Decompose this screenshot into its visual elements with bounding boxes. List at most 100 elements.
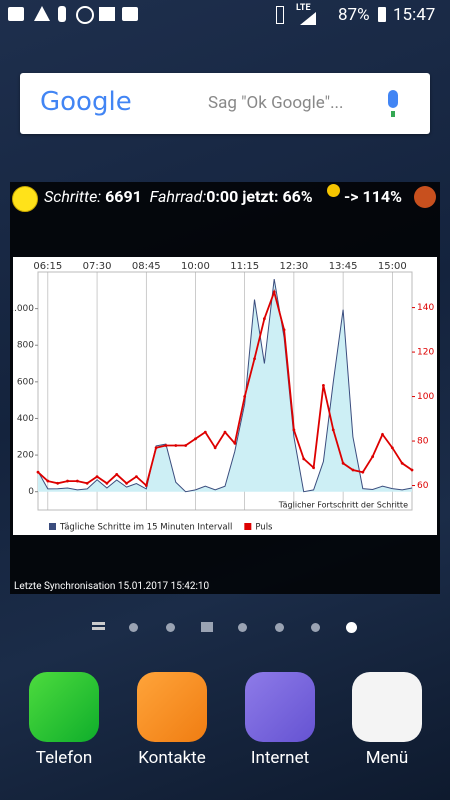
sync-info: Letzte Synchronisation 15.01.2017 15:42:… [14, 581, 210, 592]
y-tick-label: 600 [17, 377, 34, 387]
y-tick-label: 1.000 [13, 304, 34, 314]
network-type: LTE [296, 3, 311, 13]
pulse-point [174, 444, 178, 447]
signal-icon [300, 12, 316, 25]
page-dot [311, 623, 320, 632]
y-tick-label: 800 [17, 341, 34, 351]
chart: 06:15 07:30 08:45 10:00 11:15 12:30 13:45 15:00… [13, 257, 437, 535]
steps-label: Schritte: [44, 187, 102, 206]
legend-label: Tägliche Schritte im 15 Minuten Interval… [59, 523, 232, 533]
pulse-point [95, 475, 99, 479]
bike-value: 0:00 [206, 187, 239, 206]
page-dot [166, 623, 175, 632]
y2-tick-label: 80 [417, 437, 429, 447]
pulse-point [282, 328, 286, 332]
x-tick-label: 08:45 [132, 261, 161, 272]
app-label[interactable]: Kontakte [138, 748, 206, 768]
pulse-point [184, 444, 188, 447]
home-page-indicator [201, 622, 213, 632]
pulse-point [243, 395, 247, 398]
bike-label: Fahrrad: [149, 187, 207, 206]
pulse-point [312, 466, 315, 470]
x-tick-label: 07:30 [83, 261, 112, 272]
pulse-point [302, 457, 306, 461]
pulse-point [292, 428, 296, 432]
pulse-point [36, 470, 40, 474]
sync-icon [76, 6, 94, 24]
battery-percent: 87% [338, 5, 370, 25]
search-hint: Sag "Ok Google"... [208, 93, 344, 113]
y-tick-label: 400 [17, 414, 34, 424]
y-tick-label: 0 [28, 487, 34, 497]
x-tick-label: 15:00 [378, 261, 407, 272]
pulse-point [223, 430, 227, 434]
app-label[interactable]: Internet [250, 748, 310, 768]
app-label[interactable]: Menü [365, 748, 409, 768]
pulse-point [56, 481, 60, 485]
pulse-point [272, 290, 276, 294]
pulse-point [233, 441, 237, 445]
mic-stand [391, 111, 395, 117]
menu-app[interactable] [352, 672, 422, 742]
current-percent: jetzt: 66% [242, 187, 313, 206]
pulse-point [213, 446, 217, 450]
bag-icon [122, 7, 138, 21]
pulse-point [135, 475, 138, 479]
pulse-point [262, 317, 266, 321]
pulse-point [341, 461, 345, 465]
x-tick-label: 11:15 [230, 261, 259, 272]
info-icon[interactable] [327, 184, 340, 197]
series-area [38, 279, 412, 492]
phone-app[interactable] [29, 672, 99, 742]
y2-tick-label: 120 [417, 348, 434, 358]
pulse-point [154, 446, 158, 450]
pulse-point [371, 455, 375, 459]
page-dot [238, 623, 247, 632]
x-tick-label: 12:30 [279, 261, 308, 272]
page-dot [129, 623, 138, 632]
series-line [37, 279, 413, 493]
chart-annotation: Täglicher Fortschritt der Schritte [278, 501, 408, 510]
search-bar[interactable]: Google Sag "Ok Google"... [20, 73, 430, 134]
pulse-point [331, 428, 335, 432]
pulse-point [410, 468, 414, 472]
pulse-point [203, 430, 207, 434]
steps-value: 6691 [105, 187, 142, 206]
clock: 15:47 [393, 5, 436, 25]
contacts-app[interactable] [137, 672, 207, 742]
y2-tick-label: 100 [417, 392, 434, 402]
pulse-point [253, 357, 256, 361]
smiley-icon [12, 186, 38, 212]
x-tick-label: 13:45 [329, 261, 358, 272]
pulse-point [322, 384, 325, 387]
y-tick-label: 200 [17, 451, 34, 461]
legend-swatch [49, 523, 56, 530]
page-dot-active [346, 622, 357, 633]
refresh-button[interactable] [414, 186, 436, 208]
mic-icon[interactable] [388, 90, 398, 108]
usb-icon [58, 6, 66, 22]
app-label[interactable]: Telefon [35, 748, 93, 768]
target-percent: -> 114% [344, 187, 402, 206]
y2-tick-label: 60 [417, 481, 429, 491]
google-logo: Google [40, 87, 132, 117]
status-bar: LTE 87% 15:47 [0, 0, 450, 32]
pulse-point [125, 481, 128, 485]
pulse-point [194, 437, 197, 441]
internet-app[interactable] [245, 672, 315, 742]
legend-label: Puls [255, 523, 273, 533]
pulse-point [381, 432, 384, 436]
page-dot [275, 623, 284, 632]
widget-header: Schritte: 6691 Fahrrad:0:00 jetzt: 66% [44, 187, 313, 206]
page-indicator-list [92, 622, 105, 625]
battery-icon [378, 7, 386, 22]
pulse-point [105, 481, 109, 485]
pulse-point [66, 479, 69, 483]
download-icon [99, 7, 115, 21]
pulse-point [115, 473, 119, 476]
x-tick-label: 10:00 [181, 261, 210, 272]
y2-tick-label: 140 [417, 303, 434, 313]
pulse-point [390, 446, 394, 450]
pulse-point [85, 481, 89, 485]
